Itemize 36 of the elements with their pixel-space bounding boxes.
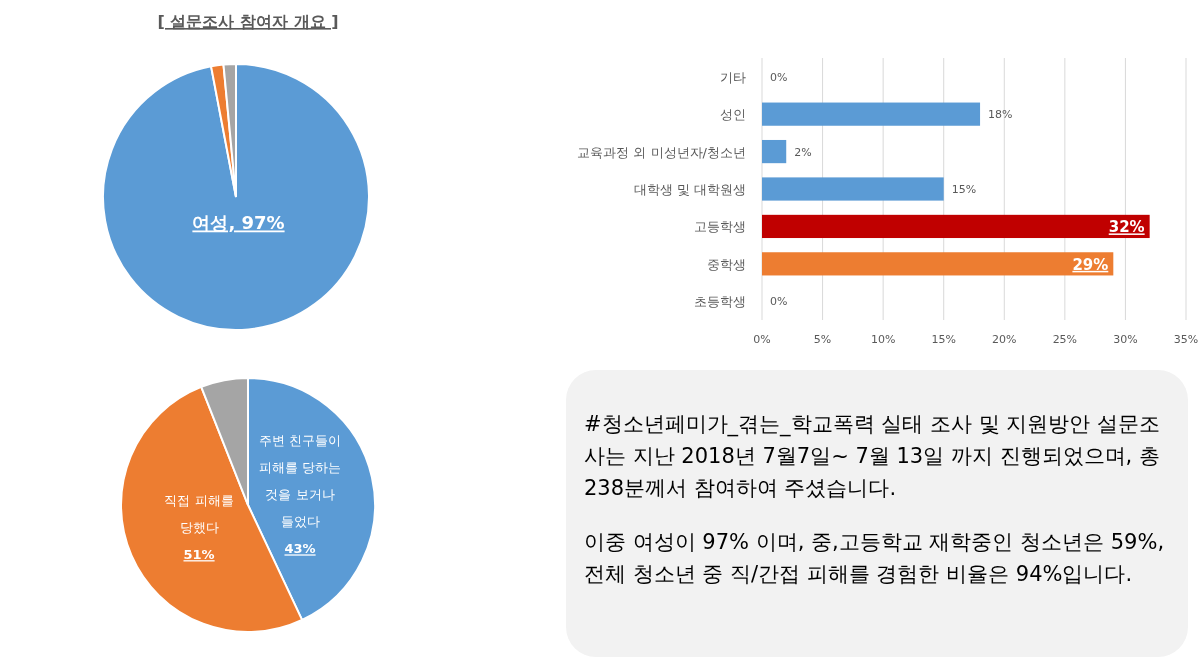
bar: [762, 102, 981, 126]
data-label: 51%: [183, 547, 215, 563]
data-label: 0%: [770, 70, 788, 84]
x-tick-label: 10%: [870, 333, 896, 346]
slice-label: 직접 피해를 당했다: [164, 493, 234, 536]
data-label: 0%: [770, 295, 788, 309]
bar: [762, 214, 1150, 239]
y-tick-label: 기타: [720, 69, 746, 85]
x-tick-label: 5%: [813, 333, 832, 346]
x-tick-label: 35%: [1173, 333, 1199, 346]
y-tick-label: 대학생 및 대학원생: [633, 182, 746, 197]
x-tick-label: 15%: [931, 333, 956, 346]
x-tick-label: 20%: [992, 333, 1017, 346]
data-label: 18%: [988, 108, 1013, 122]
bar: [762, 177, 944, 201]
bar: [762, 139, 787, 164]
text: #청소년페미가_겪는_학교폭력 실태 조사 및 지원방안 설문조사는 지난 2018년 7월7일~ 7월 13일 까지 진행되었으며, 총 238분께서 참여하여 주셨습니다.: [584, 411, 1161, 502]
pie-slice: [102, 63, 370, 331]
x-tick-label: 25%: [1052, 333, 1078, 346]
y-tick-label: 초등학생: [694, 294, 746, 310]
data-label: 29%: [1072, 255, 1109, 274]
y-tick-label: 고등학생: [694, 219, 746, 235]
y-tick-label: 중학생: [707, 256, 746, 272]
y-tick-label: 성인: [720, 107, 746, 123]
data-label: 2%: [794, 145, 812, 159]
data-label: 15%: [951, 183, 977, 196]
data-label: 43%: [284, 541, 316, 557]
x-tick-label: 0%: [753, 333, 771, 346]
data-label: 32%: [1108, 218, 1145, 237]
bar: [762, 252, 1114, 276]
y-tick-label: 교육과정 외 미성년자/청소년: [577, 144, 746, 160]
x-tick-label: 30%: [1113, 333, 1138, 346]
slice-label: 여성, 97%: [192, 212, 285, 234]
text: 이중 여성이 97% 이며, 중,고등학교 재학중인 청소년은 59%, 전체 청소년 중 직/간접 피해를 경험한 비율은 94%입니다.: [584, 529, 1166, 588]
slice-label: 주변 친구들이 피해를 당하는 것을 보거나 들었다: [258, 433, 342, 530]
chart-title: [ 설문조사 참여자 개요 ]: [157, 12, 339, 31]
